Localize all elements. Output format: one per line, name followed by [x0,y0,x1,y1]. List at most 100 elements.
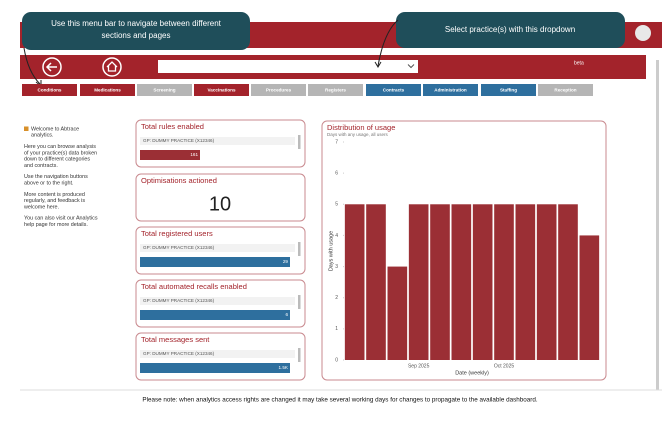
bar [494,204,514,360]
dropdown-callout [396,12,625,48]
nav-tab[interactable] [423,84,478,96]
menu-callout [22,12,250,50]
y-tick-label: 5 [335,202,338,208]
nav-tab-label: Registers [325,88,346,93]
nav-tab[interactable] [366,84,421,96]
x-tick-label: Sep 2025 [408,363,430,369]
bar [472,204,493,360]
card-scroll [298,295,301,309]
nav-tab-label: Conditions [38,88,62,93]
callout-arrow [377,19,399,67]
nav-tab[interactable] [308,84,363,96]
kpi-card [135,173,306,222]
sidebar-text: regularly, and feedback is [24,198,85,204]
nav-tab[interactable] [80,84,135,96]
chart-title: Distribution of usage [327,123,395,132]
cards: Total rules enabled GP: DUMMY PRACTICE (X… [135,119,306,381]
sidebar-text: down to different categories [24,157,90,163]
sidebar-text: More content is produced [24,192,85,198]
bar [387,266,408,360]
y-tick-label: 7 [335,139,338,145]
nav-tab-label: Vaccinations [207,88,236,93]
dropdown-chevron [407,64,415,69]
value-bar [140,363,290,373]
row-label: GP: DUMMY PRACTICE (X12346) [143,138,215,143]
sidebar-text: help page for more details. [24,222,88,228]
y-tick-label: 4 [335,233,338,239]
nav-tab-label: Procedures [266,88,292,93]
card-scroll [298,242,301,256]
sidebar-text: Welcome to Abtrace [31,126,79,132]
nav-tab[interactable] [251,84,306,96]
value-label: 161 [190,152,198,157]
welcome-icon [24,126,29,131]
practice-dropdown[interactable] [158,60,418,73]
sidebar-text: You can also visit our Analytics [24,216,98,222]
sidebar-text: analytics. [31,133,53,139]
nav-tab-label: Contracts [383,88,405,93]
back-button[interactable] [42,57,62,77]
card-title: Total rules enabled [141,122,204,131]
card-title: Total messages sent [141,335,210,344]
user-avatar[interactable] [635,25,651,41]
row-header [140,244,295,252]
nav-tab[interactable] [22,84,77,96]
row-label: GP: DUMMY PRACTICE (X12346) [143,351,215,356]
footer-note: Please note: when analytics access right… [142,397,537,404]
value-label: 6 [285,312,288,317]
row-label: GP: DUMMY PRACTICE (X12346) [143,298,215,303]
value-label: 29 [283,259,289,264]
nav-tab[interactable] [137,84,192,96]
callout-text: sections and pages [102,31,171,40]
sidebar-text: Here you can browse analysis [24,144,96,150]
nav-tab-label: Reception [554,88,576,93]
nav-tab-label: Medications [94,88,121,93]
nav-tab-label: Staffing [500,88,517,93]
callout-text: Select practice(s) with this dropdown [445,25,575,34]
bar [451,204,472,360]
nav-tab[interactable] [194,84,249,96]
sidebar-text: of your practice(s) data broken [24,150,97,156]
bar [579,235,600,360]
bar [430,204,450,360]
value-bar [140,257,290,267]
card-title: Total automated recalls enabled [141,282,247,291]
row-header [140,350,295,358]
beta-label: beta [574,60,584,66]
chart-subtitle: Days with any usage, all users [327,132,389,137]
sidebar-text: above or to the right. [24,181,73,187]
y-tick-label: 6 [335,170,338,176]
value-bar [140,150,200,160]
bar [366,204,386,360]
bar [515,204,536,360]
card-value: 10 [209,193,231,215]
y-tick-label: 3 [335,264,338,270]
nav-tab-label: Administration [434,88,467,93]
row-header [140,137,295,145]
x-axis-label: Date (weekly) [455,370,489,376]
y-axis-label: Days with usage [328,231,334,271]
home-icon [106,61,118,72]
value-bar [140,310,290,320]
y-tick-label: 0 [335,357,338,363]
home-button[interactable] [102,57,122,77]
x-tick-label: Oct 2025 [494,363,515,369]
value-label: 1.5K [279,365,289,370]
card-scroll [298,348,301,362]
sidebar-text: and contracts. [24,163,58,169]
nav-tab[interactable] [481,84,536,96]
row-label: GP: DUMMY PRACTICE (X12346) [143,245,215,250]
nav-tab-label: Screening [153,88,175,93]
y-tick-label: 1 [335,326,338,332]
bar [558,204,578,360]
nav-tab[interactable] [538,84,593,96]
arrow-head [374,61,382,68]
bar [408,204,429,360]
callout-text: Use this menu bar to navigate between di… [51,19,222,28]
y-tick-label: 2 [335,295,338,301]
bar [536,204,557,360]
row-header [140,297,295,305]
sidebar-text: Use the navigation buttons [24,174,88,180]
